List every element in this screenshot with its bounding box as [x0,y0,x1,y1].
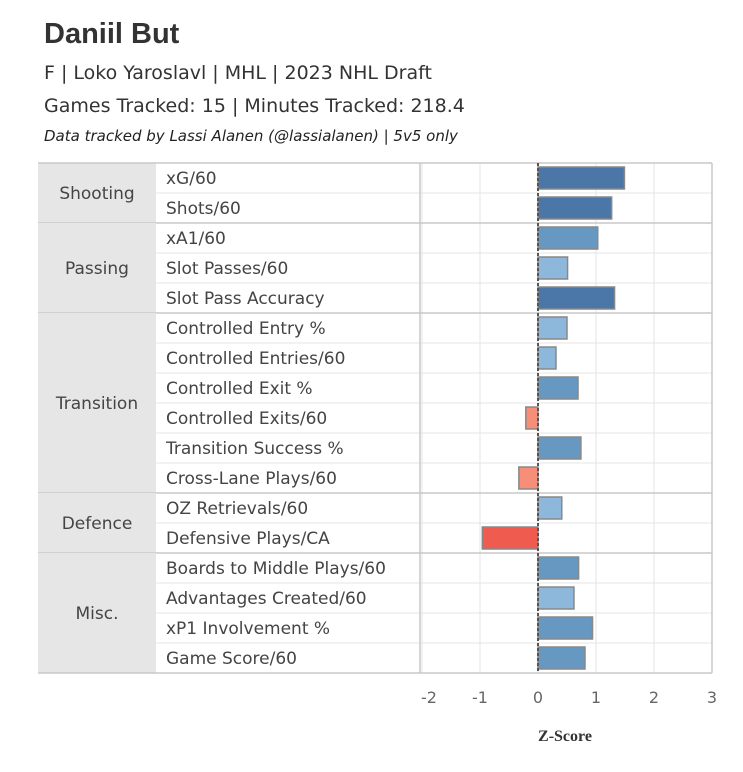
bar [537,646,586,670]
metric-label: xG/60 [166,169,217,189]
x-tick-label: 0 [533,688,543,707]
metric-label: Controlled Exits/60 [166,409,327,429]
bar [537,166,626,190]
metric-label: Defensive Plays/CA [166,529,330,549]
metric-label: OZ Retrievals/60 [166,499,308,519]
metric-label: xA1/60 [166,229,226,249]
metric-label: Controlled Exit % [166,379,313,399]
bar [537,256,569,280]
bar [537,316,568,340]
metric-label: Boards to Middle Plays/60 [166,559,386,579]
metric-label: Cross-Lane Plays/60 [166,469,337,489]
x-axis-title: Z-Score [538,728,592,745]
metric-label: Controlled Entry % [166,319,326,339]
bar [537,556,580,580]
x-tick-label: 1 [591,688,601,707]
player-subtitle: F | Loko Yaroslavl | MHL | 2023 NHL Draf… [44,62,432,84]
bar [537,436,582,460]
bar [525,406,539,430]
bar [537,286,616,310]
group-label: Transition [55,394,138,414]
metric-label: Slot Pass Accuracy [166,289,325,309]
metric-label: Transition Success % [165,439,344,459]
bar [537,226,599,250]
tracked-summary: Games Tracked: 15 | Minutes Tracked: 218… [44,95,465,117]
group-label: Passing [65,259,129,279]
x-tick-label: -2 [421,688,437,707]
x-tick-label: -1 [472,688,488,707]
metric-label: Advantages Created/60 [166,589,367,609]
bar [537,586,575,610]
group-label: Defence [62,514,133,534]
group-cell [38,223,156,313]
page-title: Daniil But [44,18,180,50]
bar [537,376,579,400]
bar [537,346,557,370]
group-label: Misc. [76,604,119,624]
x-tick-label: 3 [707,688,717,707]
group-cell [38,553,156,673]
group-cell [38,493,156,553]
group-cell [38,313,156,493]
bar [481,526,539,550]
x-tick-label: 2 [649,688,659,707]
metric-label: xP1 Involvement % [166,619,330,639]
metric-label: Controlled Entries/60 [166,349,345,369]
bar [518,466,539,490]
bar [537,196,613,220]
metric-label: Shots/60 [166,199,241,219]
metric-label: Game Score/60 [166,649,297,669]
group-label: Shooting [59,184,134,204]
group-cell [38,163,156,223]
metric-label: Slot Passes/60 [166,259,288,279]
data-credit: Data tracked by Lassi Alanen (@lassialan… [44,127,458,145]
bar [537,496,563,520]
bar [537,616,594,640]
